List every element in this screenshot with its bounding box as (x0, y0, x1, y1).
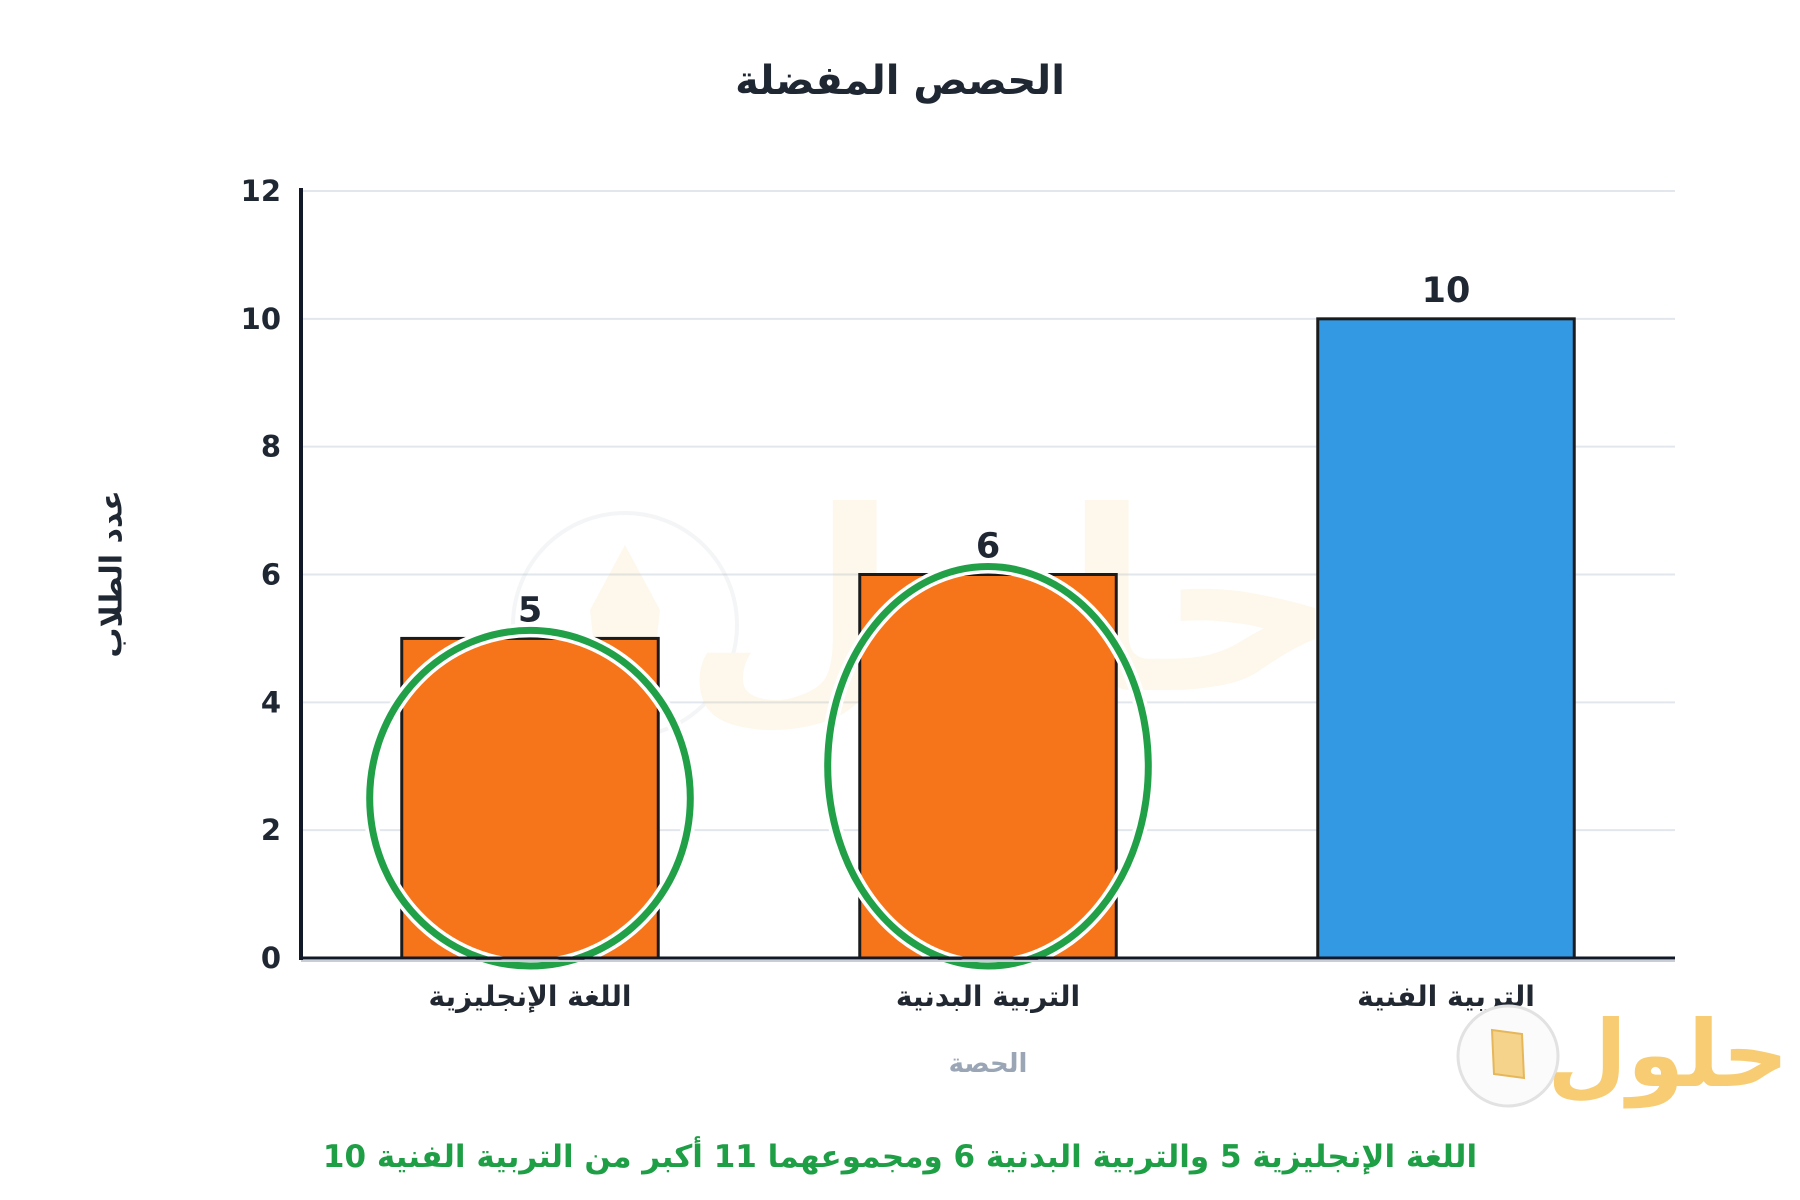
y-tick-label: 10 (241, 302, 281, 336)
brand-logo-text: حلول (1547, 1001, 1788, 1109)
category-label: اللغة الإنجليزية (429, 980, 632, 1013)
value-label: 5 (518, 590, 542, 630)
y-tick-label: 12 (241, 174, 281, 208)
highlight-ellipse (824, 563, 1152, 970)
x-axis-label: الحصة (949, 1049, 1028, 1079)
y-tick-labels: 0 2 4 6 8 10 12 (241, 174, 281, 975)
category-labels: اللغة الإنجليزية التربية البدنية التربية ا… (429, 980, 1535, 1013)
bar (1316, 317, 1576, 960)
y-tick-label: 8 (261, 430, 281, 464)
chart-title: الحصص المفضلة (735, 58, 1065, 104)
annotation-text: اللغة الإنجليزية 5 والتربية البدنية 6 وم… (323, 1136, 1477, 1175)
value-label: 6 (976, 527, 1000, 567)
value-labels: 5 6 10 (518, 271, 1471, 631)
y-tick-label: 4 (261, 685, 281, 719)
bars (400, 317, 1576, 960)
brand-logo: حلول (1456, 1001, 1789, 1109)
highlight-ellipse (366, 626, 694, 970)
axes (299, 188, 1675, 962)
y-tick-label: 0 (261, 941, 281, 975)
category-label: التربية البدنية (896, 980, 1080, 1013)
y-axis-label: عدد الطلاب (95, 490, 130, 657)
value-label: 10 (1422, 271, 1471, 311)
bar (858, 573, 1118, 960)
y-tick-label: 6 (261, 558, 281, 592)
bar (400, 636, 660, 960)
y-tick-label: 2 (261, 813, 281, 847)
highlight-ellipses (362, 559, 1156, 973)
brand-book-icon (1490, 1028, 1526, 1080)
